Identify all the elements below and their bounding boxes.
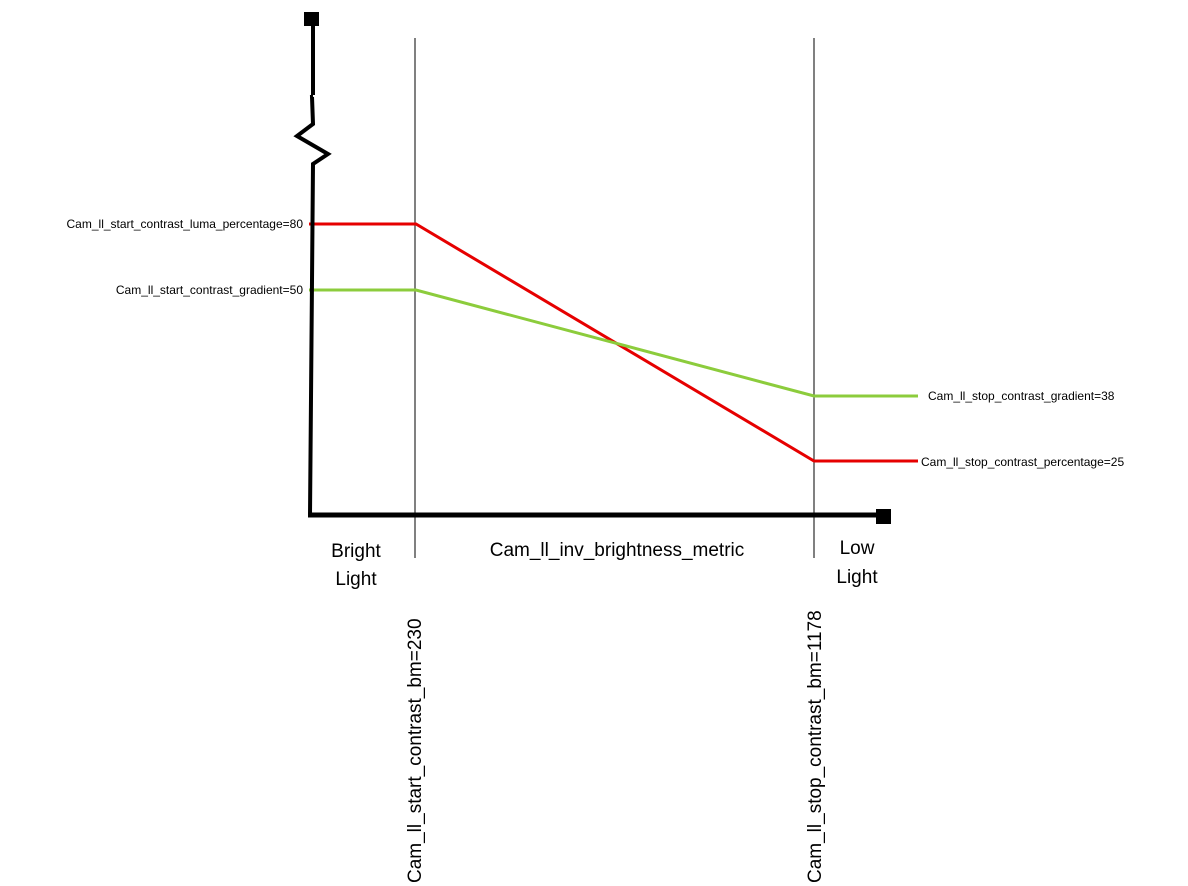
contrast-gradient-line	[309, 288, 918, 398]
start-gradient-label: Cam_ll_start_contrast_gradient=50	[116, 283, 303, 297]
x-axis-end-marker	[876, 509, 891, 524]
stop-percentage-label: Cam_ll_stop_contrast_percentage=25	[921, 455, 1124, 469]
start-bm-threshold-label: Cam_ll_start_contrast_bm=230	[405, 618, 426, 883]
y-axis-end-marker	[304, 12, 319, 26]
stop-gradient-label: Cam_ll_stop_contrast_gradient=38	[928, 389, 1115, 403]
low-light-label-line2: Light	[836, 567, 878, 588]
bright-light-label-line1: Bright	[331, 541, 381, 562]
bright-light-label-line2: Light	[335, 569, 377, 590]
start-luma-percentage-label: Cam_ll_start_contrast_luma_percentage=80	[67, 217, 304, 231]
y-axis	[293, 22, 332, 516]
x-axis-label: Cam_ll_inv_brightness_metric	[490, 540, 745, 561]
stop-bm-threshold-label: Cam_ll_stop_contrast_bm=1178	[805, 610, 826, 883]
low-light-label-line1: Low	[840, 538, 875, 559]
